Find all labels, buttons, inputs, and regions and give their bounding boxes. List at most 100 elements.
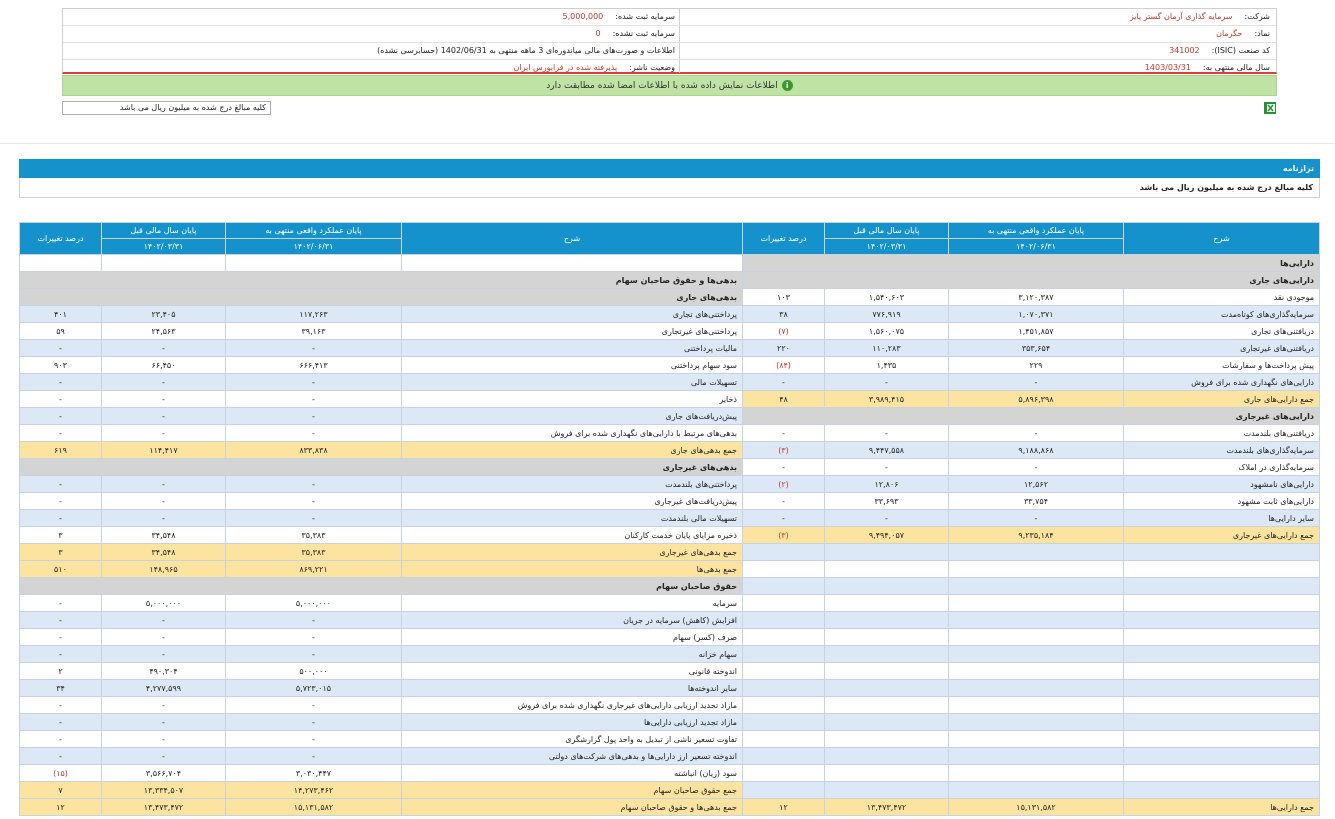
table-row: سرمایه ۵,۰۰۰,۰۰۰ ۵,۰۰۰,۰۰۰-	[19, 594, 1320, 612]
row-label: سرمایه	[401, 594, 743, 612]
table-row: سهام خزانه - - -	[19, 645, 1320, 663]
label: سال مالی منتهی به:	[1202, 63, 1270, 72]
value-cell: ۴۸	[742, 390, 825, 408]
table-row: دریافتنی‌های بلندمدت - - - بدهی‌های مرتبط با…	[19, 424, 1320, 442]
value-cell: -	[101, 645, 226, 663]
empty-cell	[742, 611, 825, 629]
value-cell: -	[101, 390, 226, 408]
value-cell: ۱۱۴,۴۱۷	[101, 441, 226, 459]
value-cell: ۱۲,۸۰۶	[824, 475, 949, 493]
value-cell: -	[225, 424, 402, 442]
empty-cell	[401, 254, 743, 272]
column-header: شرح	[1123, 222, 1320, 255]
empty-cell	[1123, 543, 1320, 561]
value-cell: ۳,۰۳۰,۴۴۷	[225, 764, 402, 782]
value-cell: -	[742, 424, 825, 442]
value-cell: ۳۵,۳۸۳	[225, 526, 402, 544]
table-row: دارایی‌های نامشهود ۱۲,۵۶۲ ۱۲,۸۰۶ (۲) پرداختن…	[19, 475, 1320, 493]
empty-cell	[824, 679, 949, 697]
row-label: تفاوت تسعیر ناشی از تبدیل به واحد پول گز…	[401, 730, 743, 748]
value-cell: ۷	[19, 781, 102, 799]
column-header: پایان سال مالی قبل	[824, 222, 949, 239]
value-cell: -	[225, 628, 402, 646]
value-cell: -	[101, 696, 226, 714]
row-label: جمع دارایی‌ها	[1123, 798, 1320, 816]
row-label: پیش‌دریافت‌های غیرجاری	[401, 492, 743, 510]
value-cell: ۲۲۹	[948, 356, 1124, 374]
row-label: سرمایه‌گذاری‌های بلندمدت	[1123, 441, 1320, 459]
value-cell: ۹,۲۳۵,۱۸۴	[948, 526, 1124, 544]
value-cell: ۵,۰۰۰,۰۰۰	[225, 594, 402, 612]
value-cell: ۳,۱۲۰,۳۸۷	[948, 288, 1124, 306]
value-cell: ۱۳,۴۷۳,۴۷۲	[824, 798, 949, 816]
section-cell: دارایی‌ها	[742, 254, 1320, 272]
value-cell: ۵۹	[19, 322, 102, 340]
section-cell: بدهی‌های غیرجاری	[19, 458, 743, 476]
empty-cell	[742, 713, 825, 731]
value-cell: -	[225, 407, 402, 425]
column-header: درصد تغییرات	[19, 222, 102, 255]
row-label: جمع دارایی‌های جاری	[1123, 390, 1320, 408]
date-row: ۱۴۰۲/۰۶/۳۱ ۱۴۰۲/۰۳/۳۱ ۱۴۰۲/۰۶/۳۱ ۱۴۰۲/۰۳/۳۱	[20, 238, 1320, 255]
value-cell: ۴۹۰,۳۰۴	[101, 662, 226, 680]
value-cell: -	[742, 373, 825, 391]
value-cell: ۵,۷۲۳,۰۱۵	[225, 679, 402, 697]
empty-cell	[824, 594, 949, 612]
value-cell: ۶۱۹	[19, 441, 102, 459]
value-cell: ۹۰۳	[19, 356, 102, 374]
info-line: نماد: حگرمان	[680, 26, 1276, 43]
value-cell: -	[948, 509, 1124, 527]
value-cell: ۳۳,۶۹۳	[824, 492, 949, 510]
empty-cell	[948, 696, 1124, 714]
row-label: پرداختنی‌های غیرتجاری	[401, 322, 743, 340]
section-cell: حقوق صاحبان سهام	[19, 577, 743, 595]
info-line: اطلاعات و صورت‌های مالی میاندوره‌ای 3 ما…	[63, 43, 681, 60]
value: سرمایه گذاری آرمان گستر پایز	[1129, 12, 1233, 21]
table-row: سایر اندوخته‌ها ۵,۷۲۳,۰۱۵ ۴,۲۷۷,۵۹۹ ۳۴	[19, 679, 1320, 697]
notice-bar: iاطلاعات نمایش داده شده با اطلاعات امضا …	[62, 75, 1277, 96]
empty-cell	[948, 577, 1124, 595]
empty-cell	[742, 645, 825, 663]
table-row: صرف (کسر) سهام - - -	[19, 628, 1320, 646]
value-cell: ۴۰۱	[19, 305, 102, 323]
column-date: ۱۴۰۲/۰۳/۳۱	[101, 238, 226, 255]
value-cell: (۱۵)	[19, 764, 102, 782]
row-label: سود (زیان) انباشته	[401, 764, 743, 782]
excel-icon[interactable]	[1263, 101, 1277, 115]
row-label: دارایی‌های ثابت مشهود	[1123, 492, 1320, 510]
empty-cell	[824, 560, 949, 578]
value-cell: ۱,۵۴۰,۶۰۳	[824, 288, 949, 306]
table-row: دارایی‌های جاری بدهی‌ها و حقوق صاحبان سها…	[19, 271, 1320, 289]
value-cell: ۹,۴۴۷,۵۵۸	[824, 441, 949, 459]
empty-cell	[948, 560, 1124, 578]
empty-cell	[948, 747, 1124, 765]
empty-cell	[1123, 662, 1320, 680]
value-cell: -	[19, 628, 102, 646]
value-cell: -	[19, 594, 102, 612]
empty-cell	[824, 747, 949, 765]
value-cell: -	[225, 509, 402, 527]
row-label: سهام خزانه	[401, 645, 743, 663]
value-cell: ۱۵,۱۳۱,۵۸۲	[225, 798, 402, 816]
value-cell: ۱,۰۷۰,۳۷۱	[948, 305, 1124, 323]
row-label: موجودی نقد	[1123, 288, 1320, 306]
table-row: جمع بدهی‌ها ۸۶۹,۲۲۱ ۱۴۸,۹۶۵ ۵۱۰	[19, 560, 1320, 578]
icon: i	[781, 80, 793, 91]
value-cell: -	[225, 696, 402, 714]
empty-cell	[948, 764, 1124, 782]
header-row: شرح پایان عملکرد واقعی منتهی به پایان سال …	[19, 222, 1320, 255]
empty-cell	[948, 543, 1124, 561]
value-cell: ۱,۴۵۱,۸۵۷	[948, 322, 1124, 340]
section-cell: بدهی‌ها و حقوق صاحبان سهام	[19, 271, 743, 289]
table-row: جمع دارایی‌ها ۱۵,۱۳۱,۵۸۲ ۱۳,۴۷۳,۴۷۲ ۱۲ جمع ب…	[19, 798, 1320, 816]
value-cell: -	[742, 509, 825, 527]
value-cell: ۱,۵۶۰,۰۷۵	[824, 322, 949, 340]
empty-cell	[101, 254, 226, 272]
table-row: مازاد تجدید ارزیابی دارایی‌ها - - -	[19, 713, 1320, 731]
row-label: اندوخته قانونی	[401, 662, 743, 680]
column-header: شرح	[401, 222, 743, 255]
value-cell: ۱۳,۳۳۴,۵۰۷	[101, 781, 226, 799]
row-label: تسهیلات مالی	[401, 373, 743, 391]
value-cell: ۷۷۶,۹۱۹	[824, 305, 949, 323]
